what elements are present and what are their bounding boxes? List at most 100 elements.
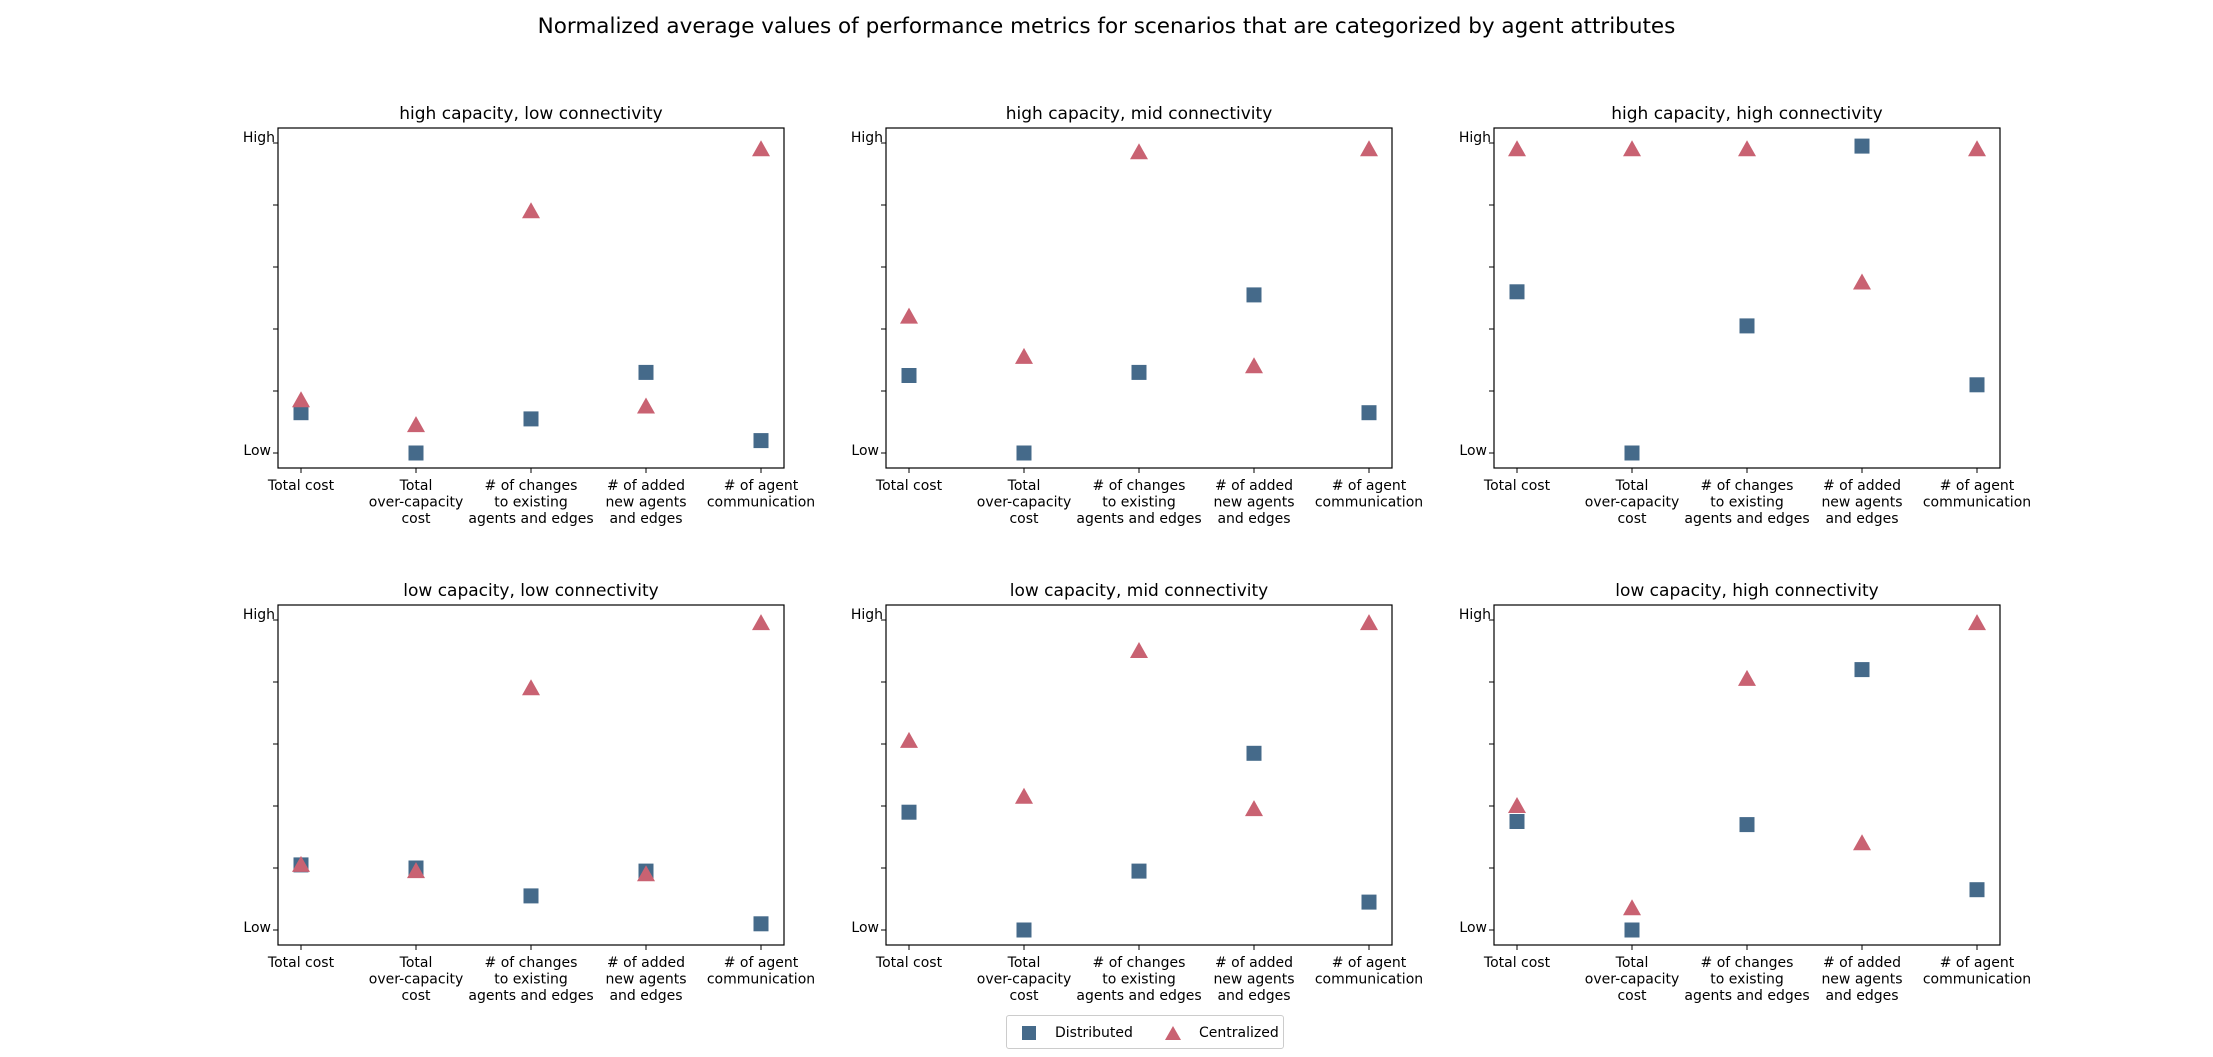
subplot-low-capacity-mid-connectivity: low capacity, mid connectivity Low High Tot… [851, 581, 1423, 1004]
marker-centralized [900, 731, 918, 748]
legend: Distributed Centralized [1006, 1015, 1284, 1049]
x-tick-label: Total cost [875, 478, 943, 494]
legend-label-distributed: Distributed [1055, 1025, 1133, 1041]
legend-entry-distributed: Distributed [1019, 1024, 1133, 1042]
marker-distributed [1739, 318, 1755, 334]
marker-centralized [1245, 800, 1263, 817]
x-tick-label: # of changes to existing agents and edges [1684, 478, 1809, 527]
x-tick-label: # of agent communication [1315, 478, 1423, 511]
subplot-high-capacity-high-connectivity: high capacity, high connectivity Low High T… [1459, 104, 2031, 527]
marker-distributed [901, 368, 917, 383]
subplot-low-capacity-low-connectivity: low capacity, low connectivity Low High Tot… [243, 581, 815, 1004]
x-tick-label: Total over-capacity cost [977, 955, 1071, 1004]
marker-centralized [1245, 357, 1263, 374]
x-tick-label: Total cost [1483, 478, 1551, 494]
marker-centralized [292, 391, 310, 408]
x-tick-label: # of changes to existing agents and edges [468, 478, 593, 527]
x-tick-label: Total cost [875, 955, 943, 971]
marker-distributed [408, 445, 424, 461]
marker-centralized [292, 855, 310, 872]
marker-centralized [1360, 614, 1378, 631]
plot-frame [1493, 127, 2001, 469]
y-tick-label-low: Low [851, 443, 879, 459]
subplot-title: low capacity, low connectivity [403, 581, 658, 601]
subplot-title: high capacity, low connectivity [399, 104, 662, 124]
y-tick-label-low: Low [851, 920, 879, 936]
figure-title: Normalized average values of performance… [537, 14, 1676, 39]
x-tick-label: # of agent communication [1315, 955, 1423, 988]
marker-distributed [1131, 863, 1147, 879]
marker-centralized [752, 140, 770, 157]
marker-distributed [1969, 882, 1985, 898]
x-tick-label: Total cost [267, 955, 335, 971]
subplot-high-capacity-low-connectivity: high capacity, low connectivity Low High To… [243, 104, 815, 527]
y-tick-label-high: High [851, 607, 883, 623]
marker-distributed [1739, 817, 1755, 833]
marker-distributed [1854, 138, 1870, 154]
marker-centralized [1738, 140, 1756, 157]
square-marker-icon [1022, 1026, 1036, 1040]
x-tick-label: Total over-capacity cost [369, 478, 463, 527]
marker-distributed [1361, 405, 1377, 421]
marker-distributed [1624, 922, 1640, 938]
subplot-title: low capacity, mid connectivity [1010, 581, 1269, 601]
marker-distributed [753, 433, 769, 449]
marker-centralized [1508, 140, 1526, 157]
x-tick-label: # of added new agents and edges [605, 478, 686, 527]
x-tick-label: Total over-capacity cost [1585, 955, 1679, 1004]
x-tick-label: Total over-capacity cost [369, 955, 463, 1004]
x-tick-label: # of changes to existing agents and edges [1684, 955, 1809, 1004]
marker-distributed [1246, 745, 1262, 761]
subplot-title: low capacity, high connectivity [1615, 581, 1878, 601]
y-tick-label-high: High [851, 130, 883, 146]
legend-entry-centralized: Centralized [1163, 1024, 1279, 1042]
x-tick-label: # of agent communication [1923, 955, 2031, 988]
x-tick-label: Total over-capacity cost [1585, 478, 1679, 527]
x-tick-label: # of added new agents and edges [1821, 478, 1902, 527]
y-tick-label-high: High [243, 607, 275, 623]
subplot-title: high capacity, mid connectivity [1006, 104, 1273, 124]
marker-centralized [752, 614, 770, 631]
marker-centralized [637, 397, 655, 414]
marker-centralized [1968, 140, 1986, 157]
marker-centralized [1130, 642, 1148, 658]
marker-distributed [1509, 814, 1525, 829]
marker-centralized [1738, 669, 1756, 686]
marker-distributed [293, 405, 309, 421]
marker-distributed [753, 916, 769, 932]
x-tick-label: Total over-capacity cost [977, 478, 1071, 527]
plot-frame [1493, 604, 2001, 946]
legend-label-centralized: Centralized [1199, 1025, 1279, 1041]
y-tick-label-high: High [243, 130, 275, 146]
y-tick-label-low: Low [243, 920, 271, 936]
y-tick-label-low: Low [243, 443, 271, 459]
subplot-low-capacity-high-connectivity: low capacity, high connectivity Low High To… [1459, 581, 2031, 1004]
x-tick-label: # of changes to existing agents and edges [468, 955, 593, 1004]
marker-centralized [522, 679, 540, 696]
marker-centralized [1015, 347, 1033, 364]
y-tick-label-low: Low [1459, 920, 1487, 936]
marker-distributed [1131, 364, 1147, 380]
marker-centralized [637, 865, 655, 882]
marker-centralized [407, 862, 425, 879]
y-tick-label-high: High [1459, 607, 1491, 623]
marker-centralized [1130, 143, 1148, 160]
marker-centralized [1853, 273, 1871, 290]
subplot-high-capacity-mid-connectivity: high capacity, mid connectivity Low High To… [851, 104, 1423, 527]
marker-distributed [1246, 287, 1262, 303]
marker-distributed [1361, 894, 1377, 910]
triangle-marker-icon [1165, 1026, 1181, 1040]
subplot-title: high capacity, high connectivity [1611, 104, 1883, 124]
y-tick-label-low: Low [1459, 443, 1487, 459]
marker-centralized [900, 307, 918, 324]
marker-distributed [1624, 445, 1640, 461]
y-tick-label-high: High [1459, 130, 1491, 146]
marker-distributed [1854, 662, 1870, 678]
x-tick-label: # of added new agents and edges [605, 955, 686, 1004]
marker-distributed [1016, 445, 1032, 461]
marker-centralized [1360, 140, 1378, 157]
marker-centralized [1623, 899, 1641, 916]
marker-centralized [1853, 834, 1871, 851]
marker-centralized [1623, 140, 1641, 157]
